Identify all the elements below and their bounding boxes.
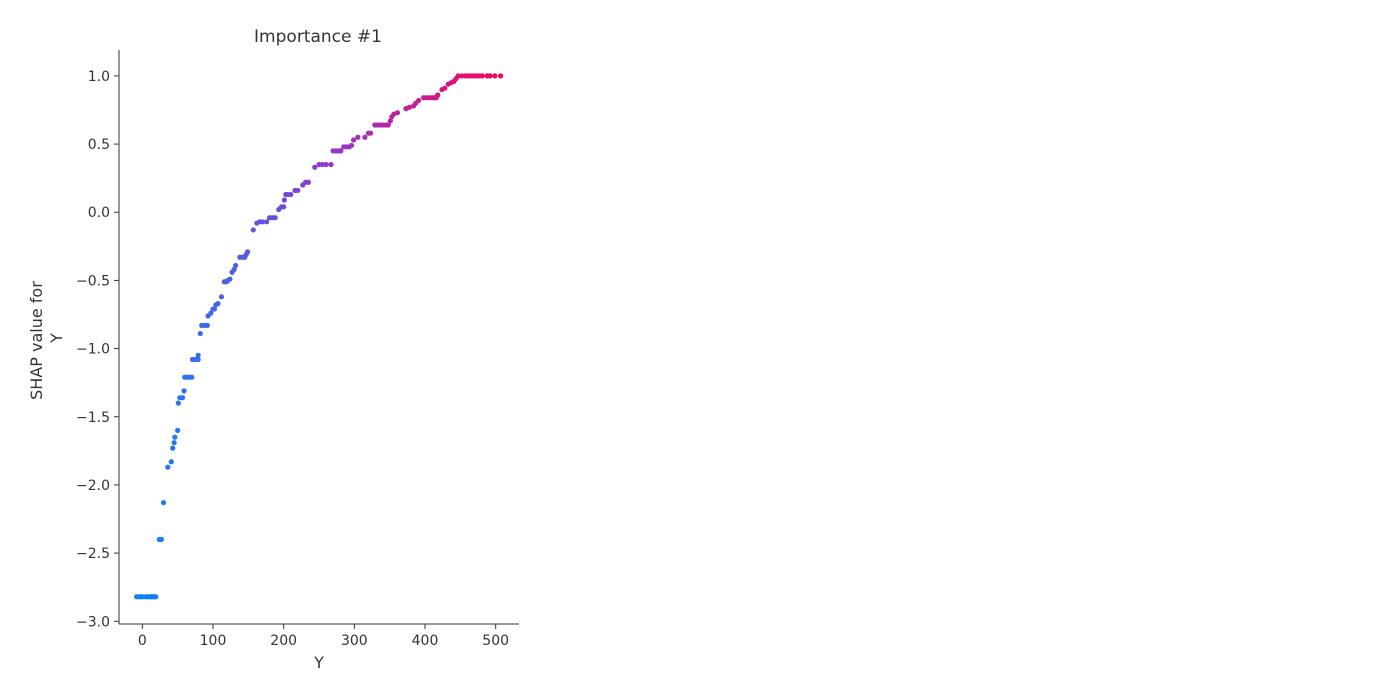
data-point <box>160 500 167 506</box>
y-ticks: −3.0 −2.5 −2.0 −1.5 −1.0 −0.5 0.0 0.5 1.0 <box>76 69 119 630</box>
data-point <box>367 130 374 136</box>
x-tick-label: 500 <box>482 633 509 649</box>
data-point <box>498 73 504 79</box>
data-point <box>215 301 221 307</box>
data-point <box>208 310 214 316</box>
y-tick-label: 0.0 <box>88 205 110 221</box>
data-point <box>227 276 233 282</box>
data-point <box>281 197 287 203</box>
data-point <box>175 400 181 406</box>
y-tick-label: −2.5 <box>76 546 110 562</box>
x-tick-label: 400 <box>412 633 439 649</box>
data-point <box>487 73 493 79</box>
x-tick-label: 0 <box>138 633 147 649</box>
data-point <box>348 142 355 149</box>
data-point <box>172 434 178 440</box>
data-point <box>195 356 201 363</box>
x-tick-label: 100 <box>200 633 227 649</box>
data-point <box>272 215 278 221</box>
x-tick-label: 300 <box>341 633 368 649</box>
data-point <box>305 179 311 185</box>
data-point <box>170 445 176 451</box>
scatter-points <box>134 73 504 600</box>
data-point <box>406 104 413 110</box>
y-tick-label: −1.5 <box>76 410 110 426</box>
data-point <box>288 191 294 198</box>
data-point <box>435 92 441 98</box>
y-tick-label: −2.0 <box>76 478 110 494</box>
data-point <box>387 118 393 124</box>
y-axis-title-line-2: Y <box>47 333 66 344</box>
data-point <box>171 440 177 446</box>
x-ticks: 0 100 200 300 400 500 <box>138 624 509 649</box>
data-point <box>312 164 318 170</box>
data-point <box>492 73 498 79</box>
data-point <box>175 427 181 433</box>
data-point <box>351 137 357 143</box>
data-point <box>416 97 422 104</box>
data-point <box>338 148 344 154</box>
y-tick-label: −1.0 <box>76 342 110 358</box>
data-point <box>295 187 301 194</box>
data-point <box>355 134 361 140</box>
data-point <box>362 134 368 140</box>
data-point <box>204 322 210 329</box>
data-point <box>231 266 237 273</box>
x-axis-title: Y <box>313 653 324 672</box>
data-point <box>180 395 186 401</box>
y-tick-label: 0.5 <box>88 137 110 153</box>
y-axis-title: SHAP value for Y <box>27 276 66 400</box>
data-point <box>245 249 251 255</box>
data-point <box>328 161 334 168</box>
y-tick-label: −3.0 <box>76 614 110 630</box>
y-tick-label: 1.0 <box>88 69 110 85</box>
data-point <box>323 161 329 168</box>
data-point <box>442 85 448 91</box>
data-point <box>195 352 201 359</box>
chart-title: Importance #1 <box>254 27 382 47</box>
y-tick-label: −0.5 <box>76 273 110 289</box>
data-point <box>218 294 225 300</box>
data-point <box>385 122 391 128</box>
data-point <box>259 219 266 225</box>
data-point <box>250 227 256 233</box>
data-point <box>394 110 401 116</box>
data-point <box>211 306 218 312</box>
data-point <box>281 204 287 210</box>
data-point <box>233 262 239 269</box>
data-point <box>197 330 203 337</box>
data-point <box>153 594 159 600</box>
data-point <box>264 219 270 225</box>
x-tick-label: 200 <box>270 633 297 649</box>
data-point <box>479 73 485 79</box>
data-point <box>158 536 164 543</box>
y-axis-title-line-1: SHAP value for <box>27 281 46 400</box>
data-point <box>165 464 171 470</box>
data-point <box>168 459 174 465</box>
data-point <box>189 374 195 380</box>
data-point <box>181 388 187 394</box>
